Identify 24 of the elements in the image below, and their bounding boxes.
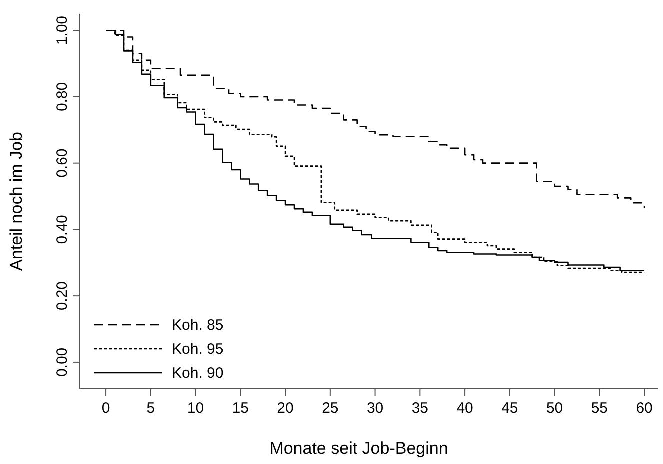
x-axis-title: Monate seit Job-Beginn [270,439,448,458]
y-tick-label: 0.00 [54,348,71,378]
legend-label: Koh. 90 [172,365,224,382]
legend-label: Koh. 95 [172,341,224,358]
x-tick-label: 45 [502,400,518,417]
y-tick-label: 0.20 [54,281,71,311]
x-tick-label: 0 [102,400,110,417]
x-tick-label: 15 [232,400,249,417]
y-tick-label: 0.80 [54,82,71,112]
y-tick-label: 0.40 [54,215,71,244]
y-axis-title: Anteil noch im Job [7,132,26,271]
x-tick-label: 40 [456,400,474,417]
x-tick-label: 10 [187,400,204,417]
x-tick-label: 5 [146,400,156,417]
legend-label: Koh. 85 [172,317,224,334]
x-tick-label: 30 [366,400,384,417]
x-tick-label: 55 [591,400,608,417]
x-tick-label: 35 [412,400,428,417]
y-tick-label: 1.00 [54,16,71,46]
x-tick-label: 20 [277,400,294,417]
x-tick-label: 50 [546,400,564,417]
x-tick-label: 60 [636,400,653,417]
y-tick-label: 0.60 [54,148,71,178]
x-tick-label: 25 [322,400,339,417]
